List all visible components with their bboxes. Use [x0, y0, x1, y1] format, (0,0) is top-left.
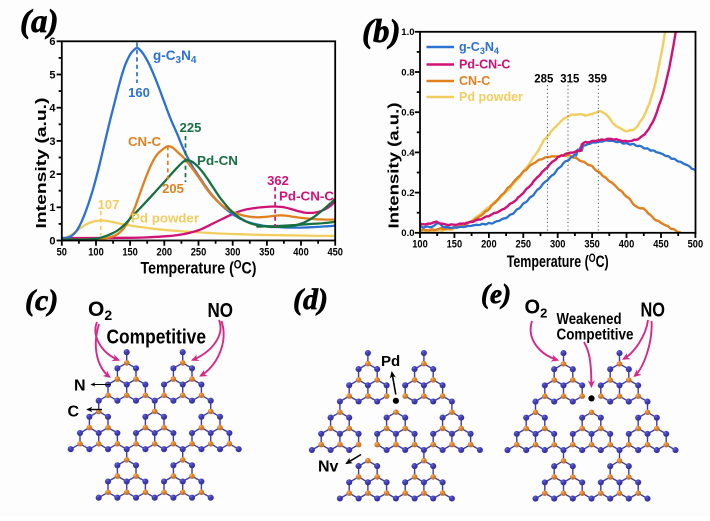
svg-text:Intensity (a.u.): Intensity (a.u.) [387, 102, 403, 228]
svg-text:150: 150 [447, 239, 463, 251]
svg-text:3: 3 [49, 136, 55, 148]
svg-text:Temperature (OC): Temperature (OC) [141, 258, 257, 278]
svg-text:1: 1 [49, 202, 55, 214]
svg-text:Pd-CN: Pd-CN [197, 153, 238, 168]
svg-text:225: 225 [180, 120, 202, 135]
svg-text:0.2: 0.2 [401, 188, 414, 199]
svg-text:160: 160 [128, 85, 150, 100]
svg-text:1.0: 1.0 [401, 27, 414, 38]
svg-text:250: 250 [191, 246, 207, 258]
svg-text:200: 200 [157, 246, 173, 258]
svg-text:Competitive: Competitive [557, 327, 634, 344]
svg-text:400: 400 [293, 246, 309, 258]
svg-text:400: 400 [619, 239, 635, 251]
svg-text:6: 6 [49, 36, 55, 48]
svg-text:5: 5 [49, 69, 55, 81]
svg-text:315: 315 [560, 72, 579, 86]
svg-text:Pd powder: Pd powder [459, 90, 523, 104]
svg-text:(c): (c) [25, 284, 58, 317]
svg-text:0.0: 0.0 [401, 228, 414, 239]
svg-text:100: 100 [88, 246, 104, 258]
svg-text:300: 300 [550, 239, 566, 251]
svg-text:CN-C: CN-C [128, 134, 162, 149]
svg-text:107: 107 [98, 197, 120, 212]
svg-text:205: 205 [162, 181, 184, 196]
svg-text:Pd-CN-C: Pd-CN-C [279, 189, 335, 204]
svg-text:Pd powder: Pd powder [131, 211, 199, 226]
svg-text:CN-C: CN-C [459, 74, 490, 88]
svg-text:200: 200 [481, 239, 497, 251]
svg-text:450: 450 [327, 246, 343, 258]
svg-text:C: C [68, 404, 80, 421]
svg-text:(d): (d) [293, 283, 328, 316]
svg-text:(b): (b) [362, 14, 400, 50]
svg-text:Intensity (a.u.): Intensity (a.u.) [34, 97, 50, 228]
svg-text:2: 2 [49, 169, 55, 181]
svg-text:Competitive: Competitive [107, 327, 207, 349]
svg-text:0.4: 0.4 [401, 148, 415, 159]
svg-text:N: N [74, 378, 86, 395]
svg-text:0.6: 0.6 [401, 108, 414, 119]
svg-text:NO: NO [641, 300, 666, 322]
svg-text:4: 4 [49, 103, 56, 115]
svg-text:0.8: 0.8 [401, 67, 414, 78]
svg-text:Temperature (OC): Temperature (OC) [507, 251, 609, 271]
svg-text:285: 285 [534, 72, 553, 86]
svg-text:450: 450 [653, 239, 669, 251]
svg-text:350: 350 [584, 239, 600, 251]
svg-text:300: 300 [225, 246, 241, 258]
svg-text:362: 362 [267, 173, 289, 188]
svg-text:50: 50 [57, 246, 67, 258]
svg-text:O2: O2 [88, 298, 112, 323]
svg-text:Weakened: Weakened [557, 311, 622, 328]
svg-text:Pd: Pd [381, 353, 400, 370]
svg-text:Pd-CN-C: Pd-CN-C [459, 58, 510, 72]
svg-text:g-C3N4: g-C3N4 [459, 40, 499, 56]
svg-text:500: 500 [688, 239, 704, 251]
svg-text:150: 150 [122, 246, 138, 258]
svg-text:0: 0 [49, 235, 55, 247]
svg-text:(e): (e) [481, 279, 511, 309]
svg-text:(a): (a) [20, 4, 58, 40]
svg-text:Nv: Nv [318, 459, 339, 476]
svg-text:250: 250 [516, 239, 532, 251]
svg-text:NO: NO [208, 300, 234, 322]
svg-text:350: 350 [259, 246, 275, 258]
svg-text:359: 359 [588, 72, 607, 86]
svg-text:100: 100 [412, 239, 428, 251]
svg-text:g-C3N4: g-C3N4 [153, 48, 197, 66]
